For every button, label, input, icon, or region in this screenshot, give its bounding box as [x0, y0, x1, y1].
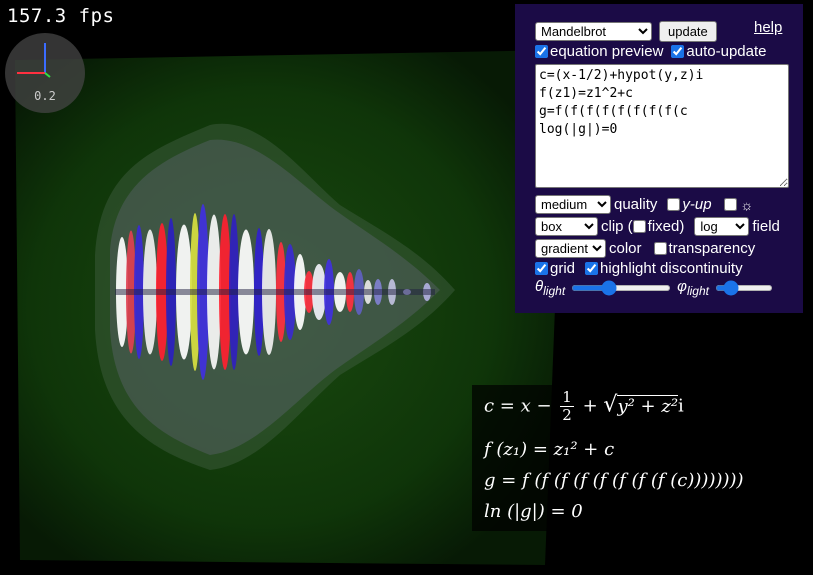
theta-subscript: light — [543, 284, 566, 298]
field-label: field — [752, 218, 780, 235]
grid-row: grid highlight discontinuity — [535, 260, 743, 277]
eq1-plus: + — [582, 395, 598, 417]
quality-label: quality — [614, 196, 658, 213]
y-up-checkbox[interactable] — [667, 198, 681, 211]
preview-row: equation preview auto-update — [535, 43, 767, 60]
grid-label: grid — [550, 260, 576, 277]
phi-light-label: φlight — [677, 278, 709, 298]
eq1-imag: i — [678, 395, 684, 417]
equation-line-1: c = x − 1 2 + √y² + z²i — [484, 389, 684, 424]
clip-fixed-label: fixed) — [647, 218, 685, 235]
transparency-label: transparency — [668, 240, 756, 257]
clip-select[interactable]: box — [535, 217, 598, 236]
equation-preview-checkbox[interactable] — [535, 45, 548, 58]
fractal-row: Mandelbrot update — [535, 21, 717, 42]
equation-preview-label: equation preview — [550, 43, 664, 60]
phi-light-slider[interactable] — [714, 285, 773, 291]
highlight-discontinuity-label: highlight discontinuity — [600, 260, 743, 277]
color-label: color — [609, 240, 642, 257]
field-select[interactable]: log — [694, 217, 750, 236]
equation-preview: c = x − 1 2 + √y² + z²i f (z₁) = z₁² + c… — [472, 385, 772, 531]
equation-line-2: f (z₁) = z₁² + c — [484, 439, 615, 460]
clip-label: clip ( — [601, 218, 633, 235]
axis-gizmo — [17, 43, 51, 78]
z-axis-line — [44, 72, 51, 78]
light-angle-row: θlight φlight — [535, 278, 779, 298]
equation-line-4: ln (|g|) = 0 — [484, 501, 583, 522]
highlight-discontinuity-checkbox[interactable] — [585, 262, 599, 275]
eq1-radicand: y² + z² — [617, 394, 679, 417]
y-up-label: y-up — [682, 196, 712, 213]
auto-update-label: auto-update — [686, 43, 767, 60]
eq1-fraction: 1 2 — [560, 389, 574, 424]
fractal-axis-shadow — [115, 289, 435, 295]
color-row: gradient color transparency — [535, 239, 755, 258]
help-link[interactable]: help — [754, 19, 783, 36]
grid-checkbox[interactable] — [535, 262, 548, 275]
clip-row: box clip ( fixed) log field — [535, 217, 780, 236]
theta-light-slider[interactable] — [571, 285, 672, 291]
clip-fixed-checkbox[interactable] — [632, 220, 646, 233]
theta-light-label: θlight — [535, 278, 565, 298]
phi-subscript: light — [686, 284, 709, 298]
quality-select[interactable]: medium — [535, 195, 611, 214]
axis-scale-label: 0.2 — [34, 89, 56, 103]
transparency-checkbox[interactable] — [653, 242, 667, 255]
sqrt-icon: √ — [603, 392, 618, 418]
equation-input[interactable] — [535, 64, 789, 188]
fps-counter: 157.3 fps — [7, 5, 115, 27]
color-select[interactable]: gradient — [535, 239, 606, 258]
eq1-denominator: 2 — [562, 406, 572, 424]
fractal-bands — [115, 204, 435, 380]
update-button[interactable]: update — [659, 21, 717, 42]
eq1-numerator: 1 — [560, 388, 574, 407]
axis-orientation-widget[interactable]: 0.2 — [5, 33, 85, 113]
eq1-lhs: c = x − — [484, 395, 552, 417]
equation-line-3: g = f (f (f (f (f (f (f (f (c)))))))) — [484, 470, 744, 491]
fractal-select[interactable]: Mandelbrot — [535, 22, 652, 41]
light-checkbox[interactable] — [723, 198, 737, 211]
auto-update-checkbox[interactable] — [671, 45, 685, 58]
quality-row: medium quality y-up ☼ — [535, 195, 753, 214]
phi-symbol: φ — [677, 278, 687, 295]
sun-icon: ☼ — [740, 196, 754, 213]
control-panel: Mandelbrot update help equation preview … — [515, 4, 803, 313]
theta-symbol: θ — [535, 278, 544, 295]
